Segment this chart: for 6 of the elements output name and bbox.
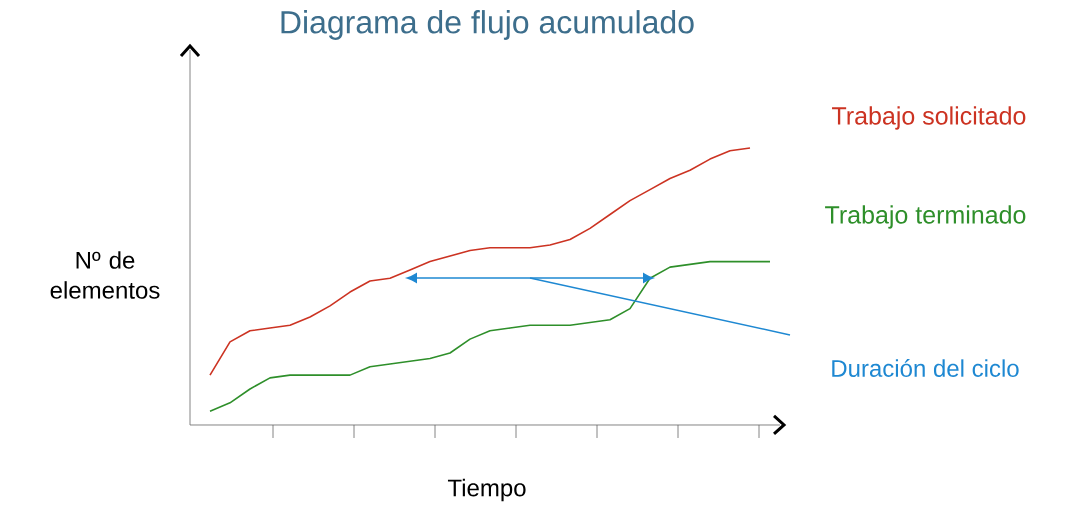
text: Trabajo solicitado [832,106,1026,130]
text: Trabajo terminado [825,205,1026,229]
x-axis-title: Tiempo [447,478,526,502]
chart-title: Diagrama de flujo acumulado [281,10,694,40]
text: Duración del ciclo [832,359,1019,377]
y-axis-title: Nº de elementos [50,251,160,299]
